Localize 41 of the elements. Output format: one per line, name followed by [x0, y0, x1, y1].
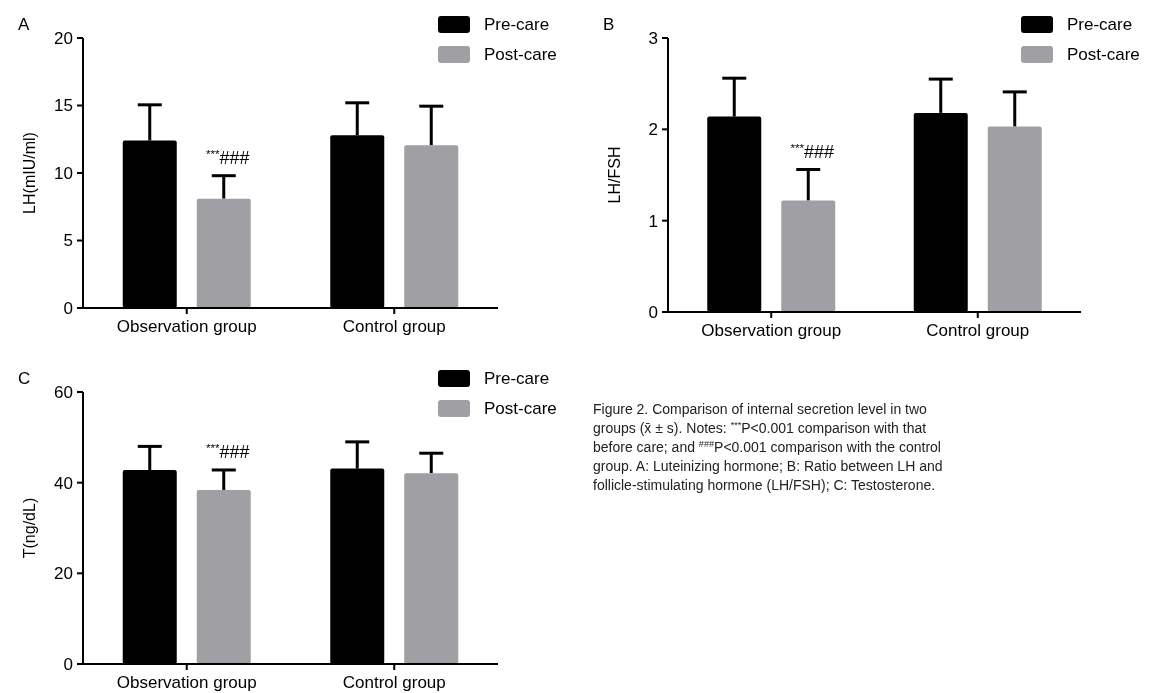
y-tick-label: 20	[54, 564, 73, 584]
chart-title: B	[603, 15, 615, 34]
bar	[404, 473, 459, 664]
y-tick-label: 10	[54, 163, 73, 183]
chart-title: C	[18, 369, 31, 388]
bar	[781, 200, 836, 312]
y-tick-label: 20	[54, 28, 73, 48]
legend-label: Post-care	[1067, 45, 1140, 64]
y-tick-label: 0	[63, 654, 73, 674]
y-axis-title: T(ng/dL)	[21, 497, 38, 559]
text: Figure 2. Comparison of internal secretion level in two groups (x̄ ± s). Notes: $^{***}$P<0.001 comparison with that before care; and $^{###}$P<0.001 comparison with the control group. A: Luteinizing hormone; B: Ratio between LH and follicle-stimulating hormone (LH/FSH); C: Testosterone.	[593, 401, 943, 493]
y-tick-label: 5	[63, 231, 73, 251]
y-tick-label: 40	[54, 473, 73, 493]
y-tick-label: 1	[648, 211, 658, 231]
x-tick-label: Control group	[926, 321, 1030, 340]
x-tick-label: Control group	[342, 673, 446, 692]
bar	[196, 489, 251, 664]
y-tick-label: 60	[54, 382, 73, 402]
annotation: $^{***}$###	[205, 440, 250, 462]
y-axis-title: LH/FSH	[606, 146, 623, 204]
x-tick-label: Observation group	[116, 673, 257, 692]
annotation: $^{***}$###	[790, 140, 835, 162]
y-tick-label: 3	[648, 28, 658, 48]
x-tick-label: Observation group	[116, 317, 257, 336]
bar	[404, 145, 459, 308]
y-axis-title: LH(mIU/ml)	[21, 132, 38, 214]
chart-title: A	[18, 15, 30, 34]
legend-label: Pre-care	[1067, 15, 1133, 34]
annotation: $^{***}$###	[205, 146, 250, 168]
legend-label: Pre-care	[484, 369, 550, 388]
x-tick-label: Control group	[342, 317, 446, 336]
y-tick-label: 0	[648, 302, 658, 322]
y-tick-label: 0	[63, 298, 73, 318]
legend-label: Pre-care	[484, 15, 550, 34]
legend-label: Post-care	[484, 45, 557, 64]
y-tick-label: 15	[54, 96, 73, 116]
legend-label: Post-care	[484, 399, 557, 418]
bar	[196, 198, 251, 308]
bar	[987, 126, 1042, 312]
x-tick-label: Observation group	[701, 321, 842, 340]
y-tick-label: 2	[648, 120, 658, 140]
